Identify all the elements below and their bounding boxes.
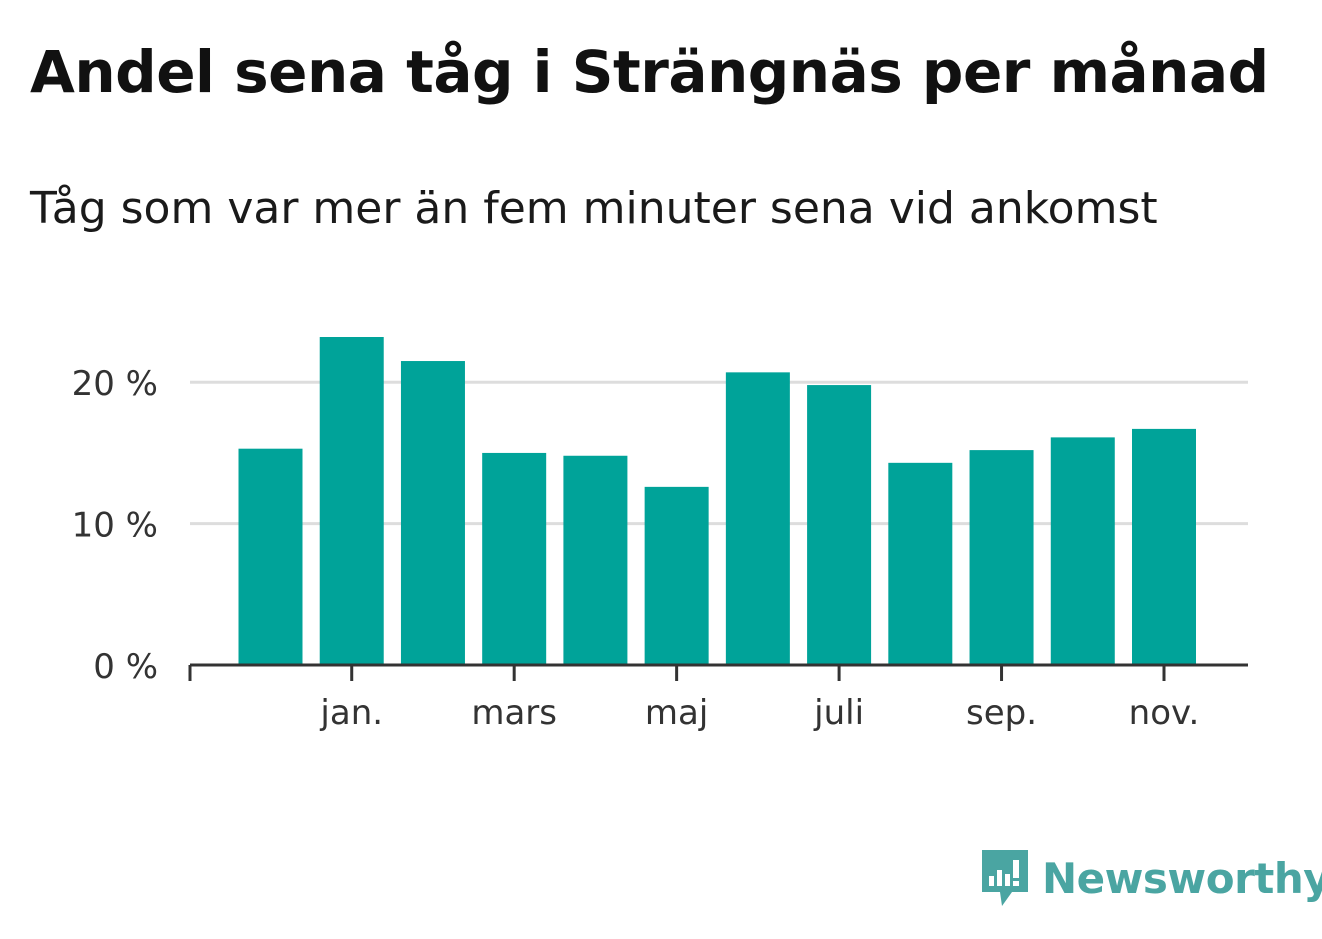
bar-jan. bbox=[319, 337, 384, 665]
bar-mars bbox=[482, 452, 547, 665]
y-tick-label: 0 % bbox=[93, 647, 158, 687]
brand-name: Newsworthy bbox=[1042, 853, 1322, 903]
bar-maj bbox=[644, 486, 709, 665]
x-tick-label: maj bbox=[645, 693, 708, 733]
bar-juni bbox=[725, 372, 790, 665]
bar-aug. bbox=[888, 462, 953, 665]
chart-subtitle: Tåg som var mer än fem minuter sena vid … bbox=[30, 183, 1158, 234]
bar-nov. bbox=[1132, 428, 1196, 665]
x-tick-label: sep. bbox=[966, 693, 1037, 733]
bar-sep. bbox=[969, 450, 1034, 665]
x-tick-label: jan. bbox=[319, 693, 383, 733]
bar-feb. bbox=[400, 361, 465, 665]
x-tick-label: nov. bbox=[1129, 693, 1200, 733]
y-tick-label: 20 % bbox=[72, 364, 158, 404]
bar-apr. bbox=[563, 455, 628, 665]
bar-dec. bbox=[238, 448, 303, 665]
x-tick-label: juli bbox=[813, 693, 864, 733]
newsworthy-logo-icon bbox=[982, 850, 1028, 906]
newsworthy-logo: Newsworthy bbox=[980, 848, 1322, 908]
bar-juli bbox=[807, 385, 872, 665]
chart-title: Andel sena tåg i Strängnäs per månad bbox=[30, 38, 1269, 106]
x-tick-label: mars bbox=[471, 693, 557, 733]
bar-okt. bbox=[1050, 437, 1115, 665]
y-tick-label: 10 % bbox=[72, 506, 158, 546]
